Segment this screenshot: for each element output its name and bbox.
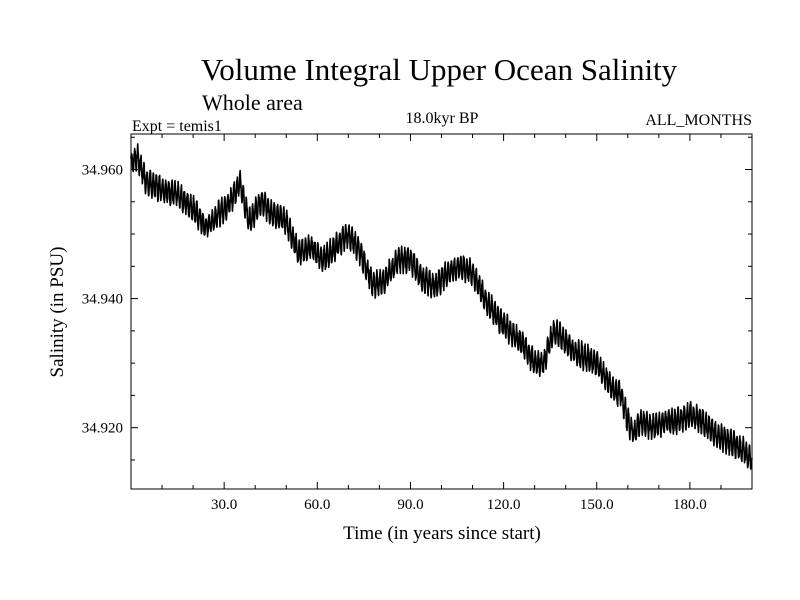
x-tick-label: 180.0	[673, 497, 707, 513]
x-axis-label: Time (in years since start)	[343, 523, 541, 544]
x-tick-label: 120.0	[487, 497, 521, 513]
x-axis: 30.0 60.0 90.0 120.0 150.0 180.0	[161, 134, 722, 513]
x-tick-label: 150.0	[580, 497, 614, 513]
chart-subtitle: Whole area	[202, 90, 303, 115]
salinity-series-line	[130, 143, 753, 470]
y-axis: 34.920 34.940 34.960	[82, 136, 752, 461]
x-tick-label: 90.0	[397, 497, 423, 513]
y-tick-label: 34.960	[82, 163, 123, 179]
period-label: 18.0kyr BP	[406, 110, 479, 127]
y-axis-label: Salinity (in PSU)	[47, 247, 68, 378]
experiment-label: Expt = temis1	[132, 118, 222, 135]
y-tick-label: 34.940	[82, 292, 123, 308]
x-tick-label: 60.0	[304, 497, 330, 513]
plot-frame	[130, 133, 753, 490]
x-tick-label: 30.0	[211, 497, 237, 513]
chart-title: Volume Integral Upper Ocean Salinity	[201, 52, 678, 87]
y-tick-label: 34.920	[82, 421, 123, 437]
months-label: ALL_MONTHS	[645, 112, 752, 129]
